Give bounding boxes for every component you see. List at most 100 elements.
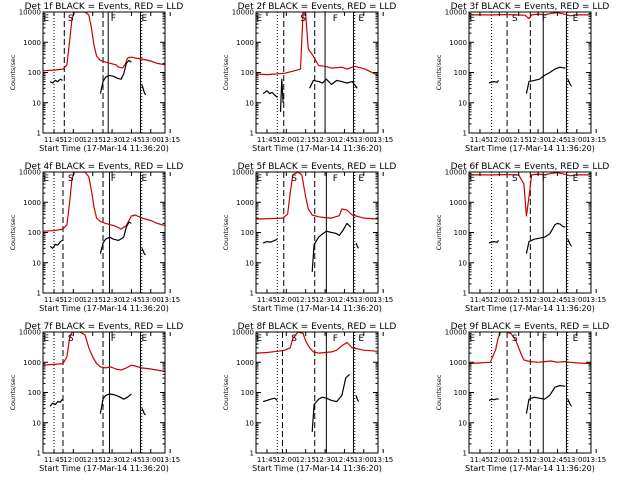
y-tick-label: 10: [458, 259, 467, 267]
phase-marker-label: S: [291, 174, 297, 184]
x-tick-label: 12:15: [83, 456, 103, 464]
x-tick-label: 12:30: [315, 296, 335, 304]
x-tick-label: 12:30: [315, 136, 335, 144]
series-group: [43, 172, 165, 256]
lld-series-line: [256, 12, 378, 76]
phase-marker-label: E: [256, 334, 262, 344]
events-series-line: [262, 90, 278, 98]
lld-series-line: [469, 332, 591, 365]
y-axis-label: Counts/sec: [435, 54, 443, 90]
phase-marker-label: E: [573, 14, 579, 24]
x-tick-label: 12:30: [102, 136, 122, 144]
y-tick-label: 10: [458, 99, 467, 107]
lld-series-line: [469, 172, 591, 217]
reference-lines: [491, 172, 569, 293]
y-tick-label: 1000: [23, 199, 41, 207]
lld-series-line: [43, 12, 165, 72]
y-tick-label: 1000: [449, 199, 467, 207]
x-tick-label: 12:45: [334, 456, 354, 464]
x-tick-label: 12:00: [276, 136, 296, 144]
chart-panel-2: Det 2f BLACK = Events, RED = LLD E S F E 11:4…: [222, 2, 396, 153]
x-tick-label: 13:00: [141, 296, 161, 304]
phase-marker-label: F: [111, 14, 116, 24]
events-series-line: [49, 398, 63, 407]
events-series-line: [262, 397, 278, 403]
series-group: [469, 332, 591, 414]
lld-series-line: [256, 332, 378, 354]
chart-title: Det 4f BLACK = Events, RED = LLD: [25, 162, 184, 172]
x-tick-label: 12:30: [528, 456, 548, 464]
x-tick-label: 13:00: [141, 136, 161, 144]
x-tick-label: 13:00: [567, 296, 587, 304]
phase-marker-label: E: [43, 174, 49, 184]
x-tick-label: 12:30: [528, 136, 548, 144]
y-tick-label: 1000: [23, 39, 41, 47]
events-series-line: [141, 84, 147, 96]
phase-marker-label: F: [542, 334, 547, 344]
chart-title: Det 2f BLACK = Events, RED = LLD: [238, 2, 397, 12]
phase-marker-label: S: [68, 334, 74, 344]
y-tick-label: 1: [463, 450, 467, 458]
reference-lines: [276, 12, 356, 133]
y-tick-label: 10000: [19, 169, 41, 177]
y-tick-label: 10: [32, 419, 41, 427]
x-tick-label: 11:45: [257, 296, 277, 304]
chart-title: Det 9f BLACK = Events, RED = LLD: [451, 322, 610, 332]
series-group: [43, 12, 165, 96]
y-tick-label: 1000: [236, 39, 254, 47]
phase-marker-label: E: [142, 174, 148, 184]
chart-panel-3: Det 3f BLACK = Events, RED = LLD E S F E 11:4…: [435, 2, 609, 153]
phase-marker-label: S: [291, 334, 297, 344]
y-axis-label: Counts/sec: [435, 374, 443, 410]
events-series-line: [488, 398, 499, 401]
y-tick-label: 1: [250, 130, 254, 138]
x-tick-label: 13:00: [354, 136, 374, 144]
phase-marker-label: F: [333, 334, 338, 344]
x-tick-label: 12:45: [121, 456, 141, 464]
chart-panel-5: Det 5f BLACK = Events, RED = LLD E S F E 11:4…: [222, 162, 396, 313]
y-tick-label: 100: [28, 389, 41, 397]
phase-marker-label: S: [512, 14, 518, 24]
y-tick-label: 1000: [449, 359, 467, 367]
series-group: [43, 332, 165, 416]
x-axis-label: Start Time (17-Mar-14 11:36:20): [252, 464, 382, 473]
x-tick-label: 12:15: [509, 296, 529, 304]
events-series-line: [141, 408, 147, 416]
y-tick-label: 100: [28, 69, 41, 77]
y-axis-label: Counts/sec: [222, 374, 230, 410]
events-series-line: [355, 395, 360, 402]
y-axis-label: Counts/sec: [9, 214, 17, 250]
phase-marker-label: S: [512, 334, 518, 344]
x-tick-label: 12:45: [547, 136, 567, 144]
x-tick-label: 13:15: [586, 296, 606, 304]
x-tick-label: 12:30: [102, 456, 122, 464]
x-tick-label: 13:00: [141, 456, 161, 464]
phase-marker-label: E: [573, 334, 579, 344]
events-series-line: [311, 373, 351, 432]
phase-marker-label: F: [542, 174, 547, 184]
events-series-line: [525, 384, 566, 414]
y-tick-label: 10: [458, 419, 467, 427]
events-series-line: [488, 79, 500, 84]
x-tick-label: 12:00: [63, 456, 83, 464]
x-tick-label: 12:15: [296, 136, 316, 144]
x-tick-label: 12:45: [547, 456, 567, 464]
phase-marker-label: F: [333, 174, 338, 184]
events-series-line: [355, 242, 360, 249]
x-axis-label: Start Time (17-Mar-14 11:36:20): [465, 304, 595, 313]
x-axis-label: Start Time (17-Mar-14 11:36:20): [465, 464, 595, 473]
events-series-line: [49, 78, 63, 84]
chart-title: Det 7f BLACK = Events, RED = LLD: [25, 322, 184, 332]
y-tick-label: 1000: [23, 359, 41, 367]
phase-marker-label: E: [142, 14, 148, 24]
x-tick-label: 13:00: [567, 136, 587, 144]
events-series-line: [99, 59, 132, 94]
phase-marker-label: F: [333, 14, 338, 24]
x-tick-label: 12:00: [276, 456, 296, 464]
x-tick-label: 11:45: [470, 456, 490, 464]
phase-marker-label: E: [469, 174, 475, 184]
series-group: [256, 332, 378, 432]
y-axis-label: Counts/sec: [435, 214, 443, 250]
x-tick-label: 13:15: [373, 296, 393, 304]
events-series-line: [279, 78, 284, 112]
